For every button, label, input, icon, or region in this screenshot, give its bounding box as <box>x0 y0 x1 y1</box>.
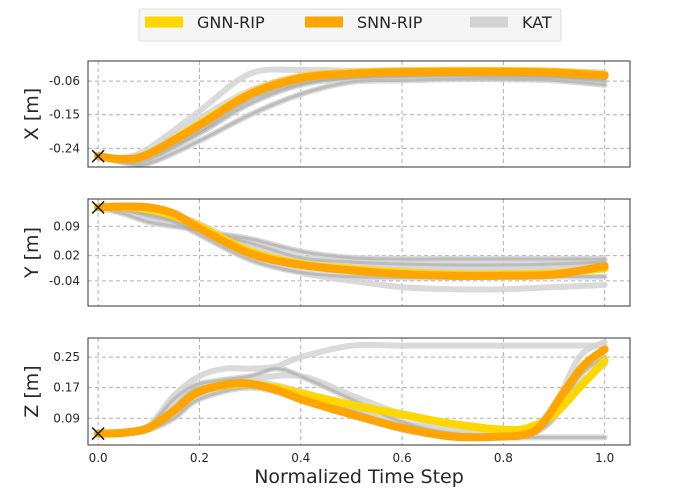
kat-trajectory-shade-y-5 <box>96 205 607 267</box>
ytick-label-z-0: 0.25 <box>53 350 80 364</box>
xtick-label-4: 0.8 <box>494 451 513 465</box>
axes-frame-x <box>87 60 631 168</box>
plot-area-x <box>94 66 609 167</box>
ytick-label-x-1: -0.15 <box>49 108 80 122</box>
ytick-label-y-1: 0.02 <box>53 249 80 263</box>
start-marker-x <box>91 149 105 163</box>
kat-trajectory-x-1 <box>95 72 608 166</box>
xtick-label-2: 0.4 <box>291 451 310 465</box>
xtick-label-5: 1.0 <box>595 451 614 465</box>
ytick-label-y-0: 0.09 <box>53 219 80 233</box>
plot-area-z <box>94 338 609 442</box>
kat-trajectory-shade-y-1 <box>96 205 607 261</box>
y-axis-label-y: Y [m] <box>21 227 43 279</box>
panel-z: 0.25 0.17 0.09 Z [m] 0.0 0.2 0.4 0.6 0.8 1.0 <box>21 337 631 465</box>
legend-frame <box>138 8 562 42</box>
series-snn-rip-z <box>94 345 609 442</box>
legend-label-gnn-rip: GNN-RIP <box>197 13 265 32</box>
plot-area-y <box>94 202 609 293</box>
y-axis-label-z: Z [m] <box>21 365 43 417</box>
kat-trajectory-shade-x-3 <box>96 77 607 167</box>
legend-label-kat: KAT <box>522 13 552 32</box>
panels: -0.06-0.15-0.24X [m]0.090.02-0.04Y [m]0.… <box>21 60 631 465</box>
panel-y: 0.09 0.02 -0.04 Y [m] <box>21 198 631 307</box>
ytick-label-z-1: 0.17 <box>53 381 80 395</box>
start-marker-z <box>91 426 105 441</box>
grid-y <box>88 199 630 306</box>
y-axis-label-x: X [m] <box>21 88 43 140</box>
series-snn-rip-y <box>94 202 609 280</box>
kat-trajectory-z-2 <box>95 338 608 440</box>
start-marker-y <box>91 200 105 214</box>
ytick-label-x-0: -0.06 <box>49 74 80 88</box>
xtick-label-3: 0.6 <box>393 451 412 465</box>
ytick-label-x-2: -0.24 <box>49 141 80 155</box>
xtick-label-1: 0.2 <box>190 451 209 465</box>
panel-x: -0.06 -0.15 -0.24 X [m] <box>21 60 631 168</box>
legend-label-snn-rip: SNN-RIP <box>357 13 423 32</box>
series-snn-rip-x <box>94 67 609 164</box>
grid-z <box>88 338 630 445</box>
axes-frame-z <box>87 337 631 446</box>
ytick-label-y-2: -0.04 <box>49 274 80 288</box>
x-axis-label: Normalized Time Step <box>254 466 464 488</box>
legend: GNN-RIP SNN-RIP KAT <box>138 8 562 42</box>
axes-frame-y <box>87 198 631 307</box>
ytick-label-z-2: 0.09 <box>53 411 80 425</box>
xtick-label-0: 0.0 <box>89 451 108 465</box>
